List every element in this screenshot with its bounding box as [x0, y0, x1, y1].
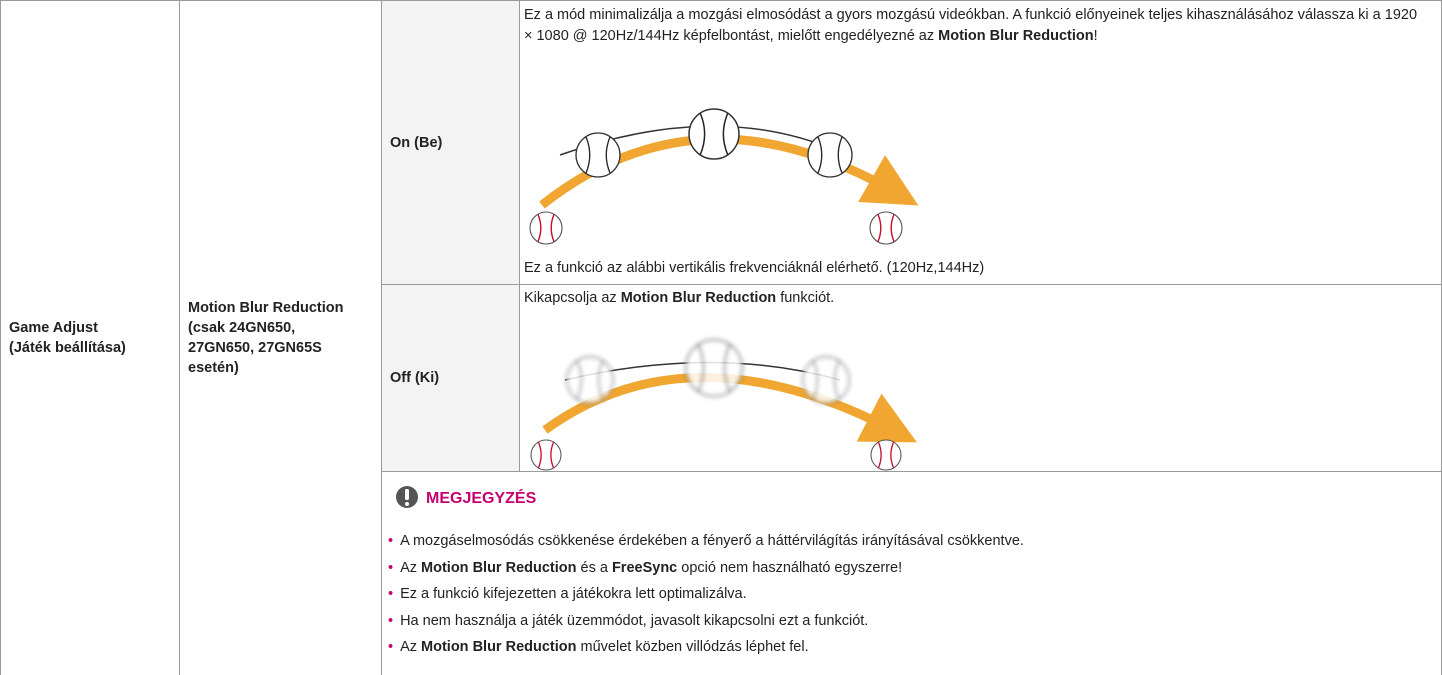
text-run: A mozgáselmosódás csökkenése érdekében a…: [400, 533, 1024, 549]
setting-cell: Game Adjust (Játék beállítása): [0, 0, 179, 675]
note-icon: [396, 486, 418, 508]
text-run: Az: [400, 559, 422, 576]
text-run: Ez a mód minimalizálja a mozgási elmosód…: [524, 7, 1418, 44]
note-item: Az Motion Blur Reduction művelet közben …: [388, 637, 1428, 657]
text-run: funkciót.: [776, 290, 835, 306]
on-footnote: Ez a funkció az alábbi vertikális frekve…: [524, 258, 984, 279]
text-run: Ez a funkció az alábbi vertikális frekve…: [524, 260, 985, 276]
text-run: Ez a funkció kifejezetten a játékokra le…: [400, 586, 747, 602]
text-run: és a: [576, 559, 612, 576]
text-run: művelet közben villódzás léphet fel.: [576, 639, 809, 655]
option-line: (csak 24GN650, 27GN650, 27GN65S esetén): [188, 320, 322, 376]
setting-line: (Játék beállítása): [9, 340, 126, 356]
option-line: Motion Blur Reduction: [188, 300, 344, 316]
on-label-cell: On (Be): [381, 0, 519, 284]
setting-line: Game Adjust: [9, 320, 98, 336]
on-illustration: [529, 108, 919, 245]
on-description: Ez a mód minimalizálja a mozgási elmosód…: [524, 5, 1429, 47]
bold-text: Motion Blur Reduction: [938, 28, 1094, 44]
text-run: Kikapcsolja az: [524, 290, 621, 306]
text-run: Az: [400, 639, 422, 655]
off-label: Off (Ki): [390, 370, 440, 386]
note-item: Ha nem használja a játék üzemmódot, java…: [388, 611, 1428, 631]
note-title: MEGJEGYZÉS: [426, 488, 537, 507]
note-item: A mozgáselmosódás csökkenése érdekében a…: [388, 531, 1428, 551]
bold-text: FreeSync: [611, 559, 678, 576]
text-run: !: [1093, 28, 1098, 44]
bold-text: Motion Blur Reduction: [421, 559, 577, 576]
on-label: On (Be): [390, 134, 443, 151]
note-item: Az Motion Blur Reduction és a FreeSync o…: [388, 558, 1428, 578]
text-run: Ha nem használja a játék üzemmódot, java…: [400, 612, 869, 629]
bold-text: Motion Blur Reduction: [620, 290, 777, 306]
note-item: Ez a funkció kifejezetten a játékokra le…: [388, 584, 1428, 604]
note-list: A mozgáselmosódás csökkenése érdekében a…: [388, 531, 1428, 664]
off-label-cell: Off (Ki): [381, 284, 519, 471]
off-description: Kikapcsolja az Motion Blur Reduction fun…: [524, 288, 834, 309]
bold-text: Motion Blur Reduction: [421, 639, 577, 655]
text-run: opció nem használható egyszerre!: [677, 559, 903, 576]
off-illustration: [530, 339, 917, 471]
option-cell: Motion Blur Reduction (csak 24GN650, 27GN…: [179, 0, 381, 675]
